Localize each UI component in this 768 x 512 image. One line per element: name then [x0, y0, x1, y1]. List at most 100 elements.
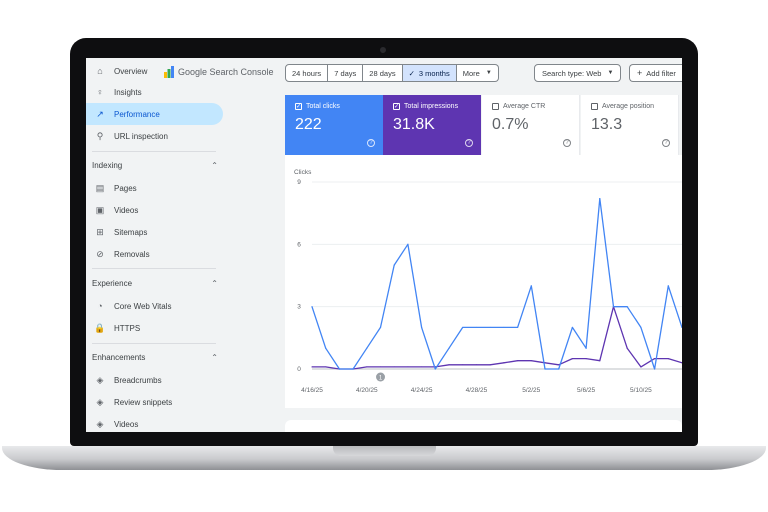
- layers-icon: ◈: [96, 396, 104, 407]
- queries-panel: [285, 420, 682, 432]
- data-point: [311, 306, 313, 308]
- range-3-months[interactable]: ✓ 3 months: [402, 64, 457, 82]
- check-icon: ✓: [408, 68, 415, 78]
- search-type-label: Search type: Web: [542, 68, 602, 78]
- data-point: [626, 347, 628, 349]
- app-name: Google Search Console: [178, 67, 274, 77]
- sidebar-item-label: Core Web Vitals: [114, 301, 172, 311]
- metric-card-total-impressions[interactable]: ✓ Total impressions 31.8K?: [383, 95, 481, 155]
- data-point: [640, 326, 642, 329]
- camera-icon: [380, 47, 386, 53]
- sidebar-item-label: Pages: [114, 183, 137, 193]
- sidebar-item-insights[interactable]: ♀ Insights: [86, 81, 223, 103]
- metric-value: 31.8K: [393, 116, 435, 133]
- chevron-up-icon: ⌃: [211, 160, 218, 170]
- sidebar-item-label: Overview: [114, 66, 148, 76]
- metric-card-average-position[interactable]: Average position 13.3?: [581, 95, 679, 155]
- series-line-total-clicks: [311, 197, 682, 370]
- metric-label-row: ✓ Total impressions: [393, 103, 471, 110]
- data-point: [462, 364, 464, 366]
- data-point: [653, 368, 656, 370]
- x-tick-label: 4/28/25: [466, 387, 488, 394]
- lightbulb-icon: ♀: [96, 87, 104, 97]
- data-point: [393, 366, 395, 368]
- sidebar-item-label: Sitemaps: [114, 227, 148, 237]
- sidebar-item-url-inspection[interactable]: ⚲ URL inspection: [86, 125, 223, 147]
- data-point: [379, 326, 382, 329]
- metric-label: Total impressions: [404, 103, 459, 110]
- section-header-enhancements[interactable]: Enhancements ⌃: [86, 347, 218, 367]
- section-header-indexing[interactable]: Indexing ⌃: [86, 155, 218, 175]
- checkbox-icon[interactable]: [591, 103, 598, 110]
- sidebar-item-core-web-vitals[interactable]: ◔ Core Web Vitals: [86, 295, 223, 317]
- range-label: 28 days: [369, 68, 396, 78]
- chevron-up-icon: ⌃: [211, 352, 218, 362]
- checkbox-checked-icon[interactable]: ✓: [295, 103, 302, 110]
- sidebar-item-label: Breadcrumbs: [114, 375, 162, 385]
- data-point: [626, 306, 628, 308]
- range-label: 7 days: [334, 68, 357, 78]
- range-28-days[interactable]: 28 days: [363, 64, 403, 82]
- help-icon[interactable]: ?: [465, 139, 473, 147]
- sidebar-item-videos[interactable]: ◈ Videos: [86, 413, 223, 432]
- metric-card-total-clicks[interactable]: ✓ Total clicks 222?: [285, 95, 383, 155]
- metric-value: 0.7%: [492, 116, 529, 133]
- sidebar-item-sitemaps[interactable]: ⊞ Sitemaps: [86, 221, 223, 243]
- sidebar-item-label: Videos: [114, 419, 139, 429]
- help-icon[interactable]: ?: [367, 139, 375, 147]
- data-point: [475, 326, 478, 329]
- metric-card-average-ctr[interactable]: Average CTR 0.7%?: [482, 95, 580, 155]
- more-ranges-button[interactable]: More ▼: [456, 64, 499, 82]
- sidebar-item-label: Insights: [114, 87, 142, 97]
- sidebar-item-label: HTTPS: [114, 323, 141, 333]
- section-header-experience[interactable]: Experience ⌃: [86, 273, 218, 293]
- data-point: [640, 366, 642, 368]
- x-tick-label: 4/24/25: [411, 387, 433, 394]
- pages-icon: ▤: [95, 182, 105, 193]
- data-point: [407, 366, 409, 368]
- sidebar-item-review-snippets[interactable]: ◈ Review snippets: [86, 391, 223, 413]
- y-tick-label: 3: [297, 304, 301, 311]
- data-point: [489, 364, 491, 366]
- x-tick-label: 4/16/25: [301, 387, 323, 394]
- lock-icon: 🔒: [94, 322, 106, 333]
- metric-label-row: Average position: [591, 103, 668, 110]
- data-point: [571, 326, 573, 329]
- visibility-off-icon: ⊘: [96, 248, 104, 259]
- section-title: Indexing: [92, 160, 123, 170]
- date-range-selector: 24 hours 7 days 28 days ✓ 3 months More …: [285, 64, 499, 82]
- sidebar-item-label: Removals: [114, 249, 150, 259]
- data-point: [599, 198, 601, 200]
- range-7-days[interactable]: 7 days: [328, 64, 364, 82]
- y-tick-label: 0: [297, 366, 301, 373]
- performance-chart: Clicks 0 3 6 9 4/16/25 4/20/25 4/24/25 4/28/25 5/…: [285, 155, 682, 408]
- sidebar-item-overview[interactable]: ⌂ Overview: [86, 60, 223, 82]
- sidebar-item-pages[interactable]: ▤ Pages: [86, 177, 223, 199]
- sidebar-item-breadcrumbs[interactable]: ◈ Breadcrumbs: [86, 369, 223, 391]
- metric-value: 222: [295, 116, 322, 133]
- data-point: [599, 360, 601, 362]
- app-logo[interactable]: Google Search Console: [163, 66, 274, 78]
- sidebar-item-performance[interactable]: ↗ Performance: [86, 103, 223, 125]
- add-filter-button[interactable]: + Add filter: [629, 64, 682, 82]
- data-point: [352, 368, 354, 370]
- data-point: [311, 366, 313, 368]
- sidebar-item-https[interactable]: 🔒 HTTPS: [86, 317, 223, 339]
- checkbox-icon[interactable]: [492, 103, 499, 110]
- data-point: [448, 364, 450, 366]
- data-point: [421, 366, 423, 368]
- checkbox-checked-icon[interactable]: ✓: [393, 103, 400, 110]
- data-point: [530, 285, 532, 287]
- sidebar-item-removals[interactable]: ⊘ Removals: [86, 243, 223, 265]
- data-point: [571, 358, 573, 360]
- annotation-label: 1: [379, 375, 383, 381]
- search-type-dropdown[interactable]: Search type: Web ▼: [534, 64, 622, 82]
- more-label: More: [462, 68, 480, 78]
- x-tick-label: 4/20/25: [356, 387, 378, 394]
- sidebar-item-videos[interactable]: ▣ Videos: [86, 199, 223, 221]
- range-24-hours[interactable]: 24 hours: [285, 64, 329, 82]
- data-point: [612, 306, 615, 308]
- data-point: [489, 326, 491, 329]
- help-icon[interactable]: ?: [563, 139, 571, 147]
- help-icon[interactable]: ?: [662, 139, 670, 147]
